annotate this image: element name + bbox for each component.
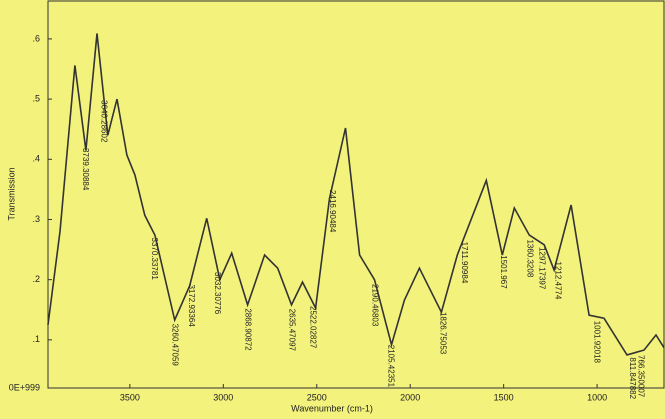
y-tick-label: .4	[32, 154, 40, 164]
peak-label: 2868.90872	[244, 308, 253, 351]
peak-label: 1360.3208	[526, 239, 535, 277]
y-tick-label: .2	[32, 274, 40, 284]
plot-frame	[47, 0, 665, 389]
peak-label: 1212.4774	[553, 262, 562, 300]
x-tick-label: 1500	[494, 392, 514, 402]
peak-label: 811.847882	[628, 357, 637, 399]
spectrum-line	[47, 33, 665, 356]
peak-label: 3739.30884	[81, 148, 90, 191]
y-tick-label: 0E+999	[9, 382, 40, 392]
peak-label: 2190.46803	[370, 284, 379, 327]
y-tick-label: .5	[32, 93, 40, 103]
peak-label: 3260.47059	[171, 324, 180, 367]
peak-label: 2635.47097	[287, 309, 296, 352]
peak-label: 1001.92018	[593, 321, 602, 364]
peak-label: 1297.17397	[537, 247, 546, 290]
peak-label: 2416.90484	[328, 190, 337, 233]
x-tick-label: 1000	[587, 392, 607, 402]
y-axis-label: Transmission	[6, 167, 16, 220]
peak-label: 2105.42351	[386, 345, 395, 388]
peak-label: 3370.33781	[150, 238, 159, 281]
y-tick-label: .3	[32, 214, 40, 224]
peak-label: 766.350007	[637, 355, 646, 398]
x-tick-label: 3000	[213, 392, 233, 402]
peak-label: 1501.967	[499, 255, 508, 289]
peak-label: 3032.30776	[213, 272, 222, 315]
peak-label: 1711.90984	[460, 242, 469, 284]
y-tick-label: .1	[32, 334, 40, 344]
peak-label: 3172.93364	[187, 284, 196, 327]
peak-label: 2522.02827	[309, 306, 318, 349]
x-tick-label: 2000	[400, 392, 420, 402]
x-tick-label: 3500	[120, 392, 140, 402]
y-tick-label: .6	[32, 33, 40, 43]
x-axis-label: Wavenumber (cm-1)	[291, 403, 373, 413]
peak-label: 1826.75053	[438, 312, 447, 355]
x-tick-label: 2500	[307, 392, 327, 402]
peak-label: 3640.28602	[100, 100, 109, 143]
